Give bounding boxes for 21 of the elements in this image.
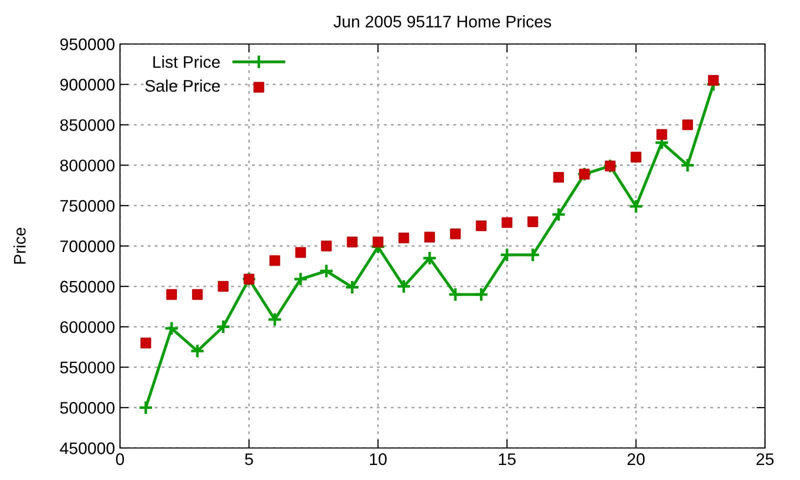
y-tick-label: 600000	[60, 321, 114, 334]
y-axis-title: Price	[13, 228, 26, 264]
y-tick-label: 850000	[60, 119, 114, 132]
y-tick-label: 700000	[60, 240, 114, 252]
x-tick-label: 5	[245, 453, 253, 466]
y-tick-label: 500000	[60, 402, 114, 414]
y-tick-label: 750000	[60, 200, 114, 212]
legend-label: List Price	[153, 56, 220, 68]
x-tick-label: 10	[370, 453, 387, 466]
y-tick-label: 650000	[60, 280, 114, 293]
y-tick-label: 450000	[60, 442, 114, 454]
x-tick-label: 25	[756, 453, 774, 466]
x-tick-label: 0	[116, 453, 124, 466]
y-tick-label: 800000	[60, 160, 114, 172]
x-tick-label: 20	[628, 453, 645, 466]
y-tick-label: 900000	[60, 78, 114, 91]
x-tick-label: 15	[499, 453, 516, 466]
y-tick-label: 550000	[60, 362, 114, 374]
chart-title: Jun 2005 95117 Home Prices	[334, 15, 552, 28]
legend-label: Sale Price	[145, 80, 220, 92]
y-tick-label: 950000	[60, 38, 114, 50]
